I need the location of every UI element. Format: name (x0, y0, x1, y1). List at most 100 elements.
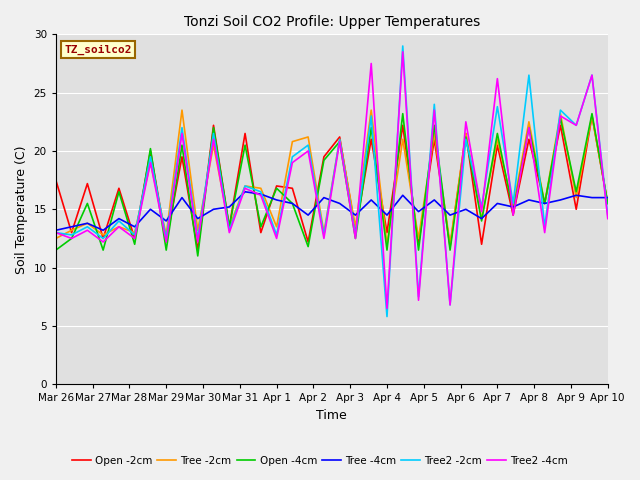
Open -4cm (572, 189, 580, 195)
Tree2 -4cm (431, 107, 438, 113)
Tree2 -4cm (115, 224, 123, 229)
Tree2 -4cm (257, 192, 265, 198)
Tree -4cm (225, 204, 233, 210)
Tree2 -2cm (210, 131, 218, 136)
Tree2 -2cm (194, 236, 202, 241)
Tree2 -2cm (367, 113, 375, 119)
Open -4cm (147, 146, 154, 152)
Tree2 -4cm (572, 122, 580, 128)
Open -4cm (257, 224, 265, 229)
Legend: Open -2cm, Tree -2cm, Open -4cm, Tree -4cm, Tree2 -2cm, Tree2 -4cm: Open -2cm, Tree -2cm, Open -4cm, Tree -4… (68, 452, 572, 470)
Tree2 -2cm (147, 154, 154, 160)
Tree -4cm (147, 206, 154, 212)
Open -4cm (493, 131, 501, 136)
Open -2cm (320, 154, 328, 160)
Tree2 -4cm (557, 113, 564, 119)
Tree -2cm (399, 136, 406, 142)
Tree2 -2cm (572, 122, 580, 128)
Open -4cm (525, 125, 532, 131)
Tree2 -4cm (509, 212, 517, 218)
Open -2cm (493, 142, 501, 148)
Tree -4cm (320, 195, 328, 201)
Open -2cm (241, 131, 249, 136)
Tree2 -2cm (462, 136, 470, 142)
Open -4cm (304, 244, 312, 250)
Tree2 -4cm (383, 306, 391, 312)
Open -2cm (525, 136, 532, 142)
Tree2 -4cm (68, 236, 76, 241)
Tree -4cm (178, 195, 186, 201)
Y-axis label: Soil Temperature (C): Soil Temperature (C) (15, 145, 28, 274)
Tree -2cm (604, 201, 612, 206)
Tree -2cm (194, 228, 202, 233)
Tree2 -4cm (541, 230, 548, 236)
Open -4cm (367, 125, 375, 131)
Open -2cm (557, 122, 564, 128)
Tree2 -4cm (52, 230, 60, 236)
Tree2 -4cm (241, 185, 249, 191)
Tree2 -2cm (604, 212, 612, 218)
Open -2cm (131, 236, 138, 241)
Tree2 -2cm (178, 125, 186, 131)
Open -2cm (351, 228, 359, 233)
Tree2 -4cm (99, 239, 107, 245)
Tree -4cm (399, 192, 406, 198)
Tree -4cm (572, 192, 580, 198)
Open -4cm (351, 236, 359, 241)
Tree2 -4cm (462, 119, 470, 125)
Tree -2cm (84, 220, 92, 226)
Open -2cm (415, 241, 422, 247)
Tree -2cm (210, 142, 218, 148)
Tree2 -4cm (131, 236, 138, 241)
Open -2cm (588, 113, 596, 119)
Tree2 -4cm (178, 131, 186, 136)
Tree -4cm (557, 197, 564, 203)
Tree2 -2cm (257, 189, 265, 195)
Tree -4cm (477, 216, 485, 221)
Tree2 -2cm (399, 43, 406, 49)
Tree -4cm (336, 201, 344, 206)
Open -2cm (178, 154, 186, 160)
Open -4cm (431, 122, 438, 128)
Tree -2cm (367, 107, 375, 113)
Tree2 -2cm (99, 236, 107, 241)
Tree -4cm (210, 206, 218, 212)
Tree -2cm (68, 228, 76, 233)
Tree2 -4cm (525, 125, 532, 131)
Tree -4cm (493, 201, 501, 206)
Tree2 -2cm (304, 142, 312, 148)
Open -4cm (84, 201, 92, 206)
Tree -2cm (588, 113, 596, 119)
Tree -2cm (163, 232, 170, 238)
Open -2cm (462, 131, 470, 136)
Open -2cm (604, 201, 612, 206)
Tree -4cm (52, 228, 60, 233)
Tree -4cm (383, 212, 391, 218)
Tree -2cm (320, 230, 328, 236)
Open -2cm (257, 230, 265, 236)
Tree2 -4cm (493, 76, 501, 82)
Tree2 -2cm (525, 72, 532, 78)
Tree -2cm (493, 136, 501, 142)
Tree2 -4cm (399, 49, 406, 55)
Tree -2cm (477, 216, 485, 221)
Open -2cm (541, 201, 548, 206)
Tree -4cm (509, 204, 517, 210)
Open -2cm (163, 239, 170, 245)
Open -4cm (68, 236, 76, 241)
Open -4cm (557, 115, 564, 121)
Tree2 -4cm (320, 236, 328, 241)
Tree -4cm (588, 195, 596, 201)
Open -2cm (336, 134, 344, 140)
Tree2 -2cm (115, 218, 123, 224)
Tree -2cm (525, 119, 532, 125)
Tree -4cm (99, 228, 107, 233)
Tree -2cm (289, 139, 296, 144)
Tree2 -4cm (289, 160, 296, 166)
Tree -2cm (257, 185, 265, 191)
Tree -4cm (446, 212, 454, 218)
Open -2cm (194, 247, 202, 253)
Tree2 -4cm (225, 230, 233, 236)
Open -2cm (383, 230, 391, 236)
Tree2 -4cm (415, 298, 422, 303)
